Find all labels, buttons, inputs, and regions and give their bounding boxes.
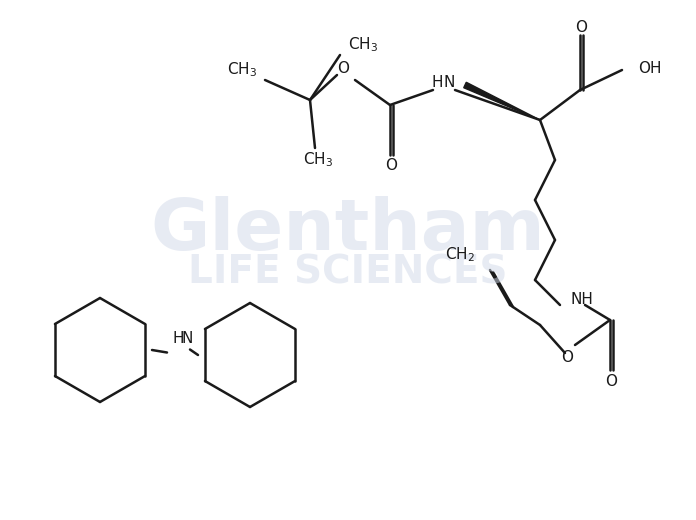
- Text: O: O: [337, 60, 349, 75]
- Text: O: O: [386, 158, 397, 173]
- Text: CH$_2$: CH$_2$: [445, 245, 475, 264]
- Text: N: N: [182, 331, 193, 346]
- Text: CH$_3$: CH$_3$: [303, 151, 333, 170]
- Text: H: H: [432, 74, 443, 89]
- Text: O: O: [576, 20, 587, 34]
- Text: O: O: [561, 349, 573, 365]
- Text: O: O: [606, 374, 617, 389]
- Text: CH$_3$: CH$_3$: [348, 36, 378, 55]
- Text: N: N: [443, 74, 454, 89]
- Polygon shape: [464, 82, 540, 120]
- Text: LIFE SCIENCES: LIFE SCIENCES: [188, 253, 508, 291]
- Text: Glentham: Glentham: [150, 196, 546, 265]
- Text: H: H: [172, 331, 184, 346]
- Text: OH: OH: [638, 60, 661, 75]
- Text: CH$_3$: CH$_3$: [227, 61, 257, 80]
- Text: NH: NH: [570, 292, 593, 307]
